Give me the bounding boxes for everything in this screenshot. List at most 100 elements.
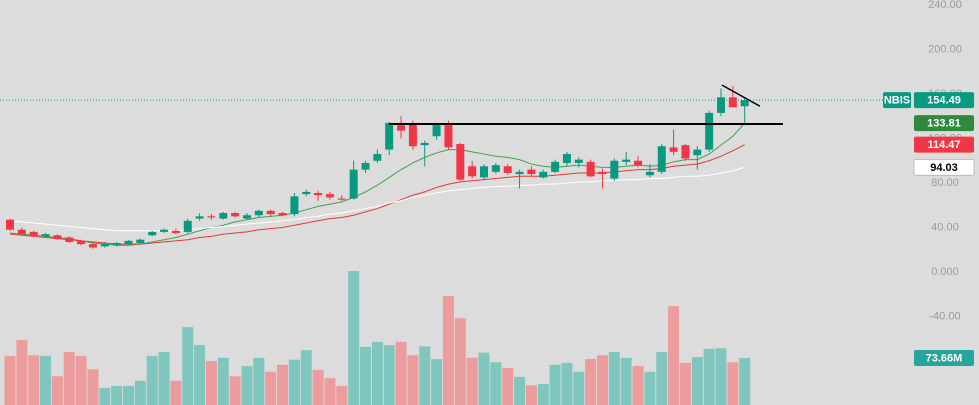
candle-body — [88, 244, 97, 248]
volume-bar — [158, 352, 170, 405]
volume-bar — [620, 357, 632, 405]
y-tick-label: 240.00 — [928, 0, 962, 11]
candle-body — [598, 171, 607, 175]
volume-bar — [63, 352, 75, 405]
candle-body — [385, 122, 394, 150]
volume-bar — [123, 385, 134, 405]
volume-bar — [51, 376, 63, 405]
y-tick-label: 200.00 — [928, 43, 962, 55]
candle-body — [645, 171, 654, 176]
volume-bar — [253, 357, 265, 405]
candle-body — [527, 169, 536, 175]
volume-bar — [194, 345, 206, 405]
trend-line — [721, 84, 761, 107]
candle-body — [207, 216, 216, 218]
volume-bar — [111, 385, 123, 405]
volume-bar — [288, 359, 300, 405]
candle-body — [278, 213, 287, 216]
candle-body — [468, 166, 477, 177]
volume-bar — [205, 360, 217, 405]
volume-bar — [146, 355, 158, 405]
volume-bar — [312, 369, 324, 405]
candle-body — [302, 191, 311, 195]
candle-body — [361, 162, 370, 170]
candle-body — [586, 161, 595, 177]
volume-bar — [277, 364, 289, 405]
volume-bar — [644, 371, 656, 405]
candle-body — [53, 235, 62, 239]
candle-body — [136, 239, 145, 244]
moving-average-line — [9, 144, 745, 245]
volume-bar — [502, 367, 514, 405]
candle-body — [480, 166, 488, 178]
candle-body — [503, 166, 512, 173]
candle-body — [65, 237, 74, 242]
volume-bar — [525, 385, 537, 405]
candle-body — [681, 145, 690, 159]
candle-body — [622, 159, 631, 162]
volume-bar — [395, 341, 407, 405]
candle-body — [669, 147, 678, 152]
ma-value-label: 94.03 — [930, 162, 958, 174]
candle-body — [219, 213, 228, 219]
candle-body — [693, 149, 702, 156]
volume-bar — [466, 357, 478, 405]
volume-bar — [348, 271, 360, 405]
candle-body — [420, 142, 429, 146]
candle-body — [41, 234, 50, 237]
volume-bar — [431, 359, 443, 405]
candle-body — [325, 194, 334, 198]
volume-bar — [360, 346, 371, 405]
moving-average-line — [9, 122, 746, 246]
volume-bar — [99, 387, 111, 405]
volume-bar — [87, 369, 99, 405]
volume-bar — [182, 327, 194, 405]
candle-body — [574, 159, 583, 163]
candle-body — [254, 210, 263, 216]
candle-body — [160, 229, 169, 232]
y-tick-label: 40.00 — [931, 221, 959, 233]
last-price-label: 154.49 — [927, 95, 961, 107]
candle-body — [124, 240, 133, 245]
volume-bar — [549, 364, 561, 405]
candle-body — [77, 240, 86, 245]
volume-bar — [229, 376, 241, 405]
last-price-label-bg — [914, 92, 974, 109]
volume-bar — [265, 371, 277, 405]
candle-body — [373, 154, 382, 161]
volume-bar — [4, 355, 16, 405]
candle-body — [314, 192, 323, 196]
symbol-label: NBIS — [884, 95, 910, 107]
candle-body — [231, 213, 240, 217]
volume-bar — [597, 355, 608, 405]
volume-bar — [514, 376, 526, 405]
volume-bar — [490, 362, 502, 405]
volume-bar — [324, 378, 336, 405]
y-tick-label: 80.00 — [931, 177, 959, 189]
candle-body — [705, 112, 714, 150]
candle-body — [337, 198, 346, 200]
volume-bar — [608, 352, 620, 405]
volume-bar — [715, 348, 727, 405]
volume-bar — [668, 306, 680, 405]
candle-body — [29, 231, 38, 236]
candle-body — [432, 125, 441, 137]
volume-bar — [537, 383, 549, 405]
candle-body — [444, 124, 453, 148]
candle-body — [515, 171, 524, 175]
ma-value-label-bg — [914, 115, 974, 132]
candle-body — [657, 146, 666, 172]
volume-bar — [407, 355, 419, 405]
volume-label-bg — [914, 350, 974, 367]
y-tick-label: -40.00 — [929, 310, 960, 322]
candle-body — [266, 210, 275, 215]
candle-body — [148, 231, 157, 236]
volume-bar — [170, 380, 182, 405]
volume-bar — [703, 348, 715, 405]
moving-average-line — [9, 166, 745, 232]
candle-body — [6, 219, 14, 230]
candle-body — [195, 216, 204, 219]
volume-bar — [300, 350, 312, 405]
